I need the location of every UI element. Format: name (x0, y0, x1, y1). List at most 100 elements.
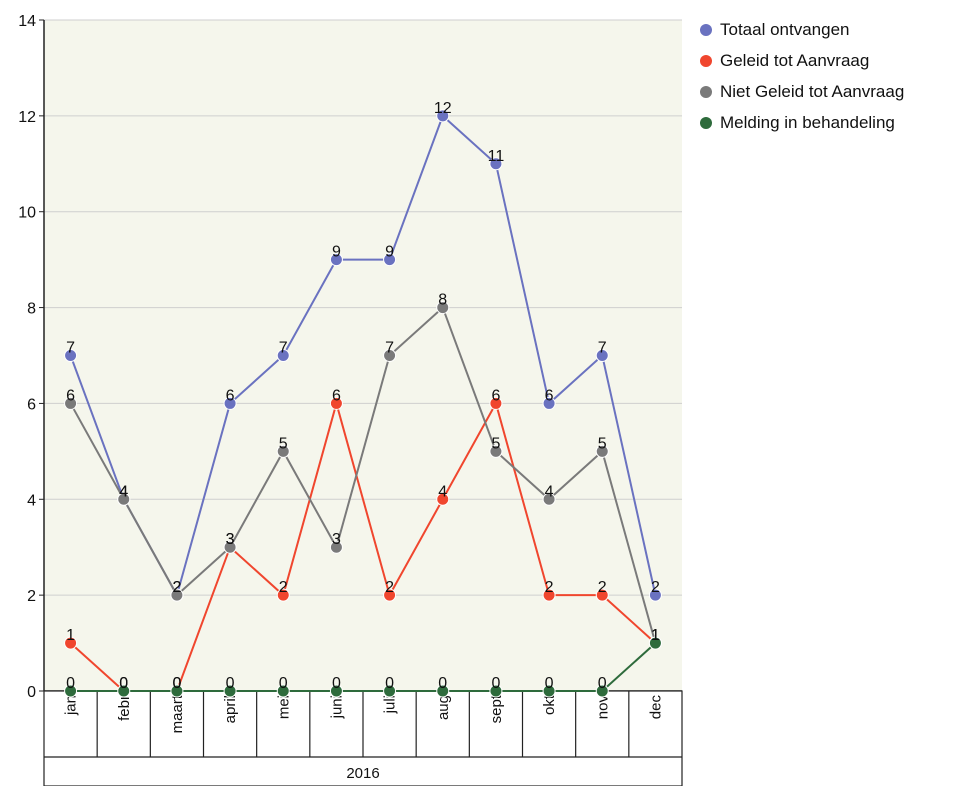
data-point (329, 684, 343, 698)
data-label: 4 (545, 483, 554, 500)
data-label: 2 (172, 579, 181, 596)
data-point (489, 444, 503, 458)
x-tick-label: nov (594, 695, 611, 720)
data-label: 0 (385, 675, 394, 692)
data-label: 7 (279, 340, 288, 357)
legend-item-niet-geleid[interactable]: Niet Geleid tot Aanvraag (700, 76, 904, 107)
data-point (648, 636, 662, 650)
plot-area (44, 20, 682, 691)
legend-marker-icon (700, 116, 712, 129)
x-group-label: 2016 (346, 765, 379, 782)
data-point (383, 253, 397, 267)
chart-legend: Totaal ontvangen Geleid tot Aanvraag Nie… (700, 14, 904, 138)
data-point (595, 444, 609, 458)
data-point (64, 684, 78, 698)
data-label: 7 (385, 340, 394, 357)
data-label: 4 (119, 483, 128, 500)
legend-item-melding[interactable]: Melding in behandeling (700, 107, 904, 138)
data-label: 0 (226, 675, 235, 692)
x-tick-label: okt (541, 694, 558, 715)
legend-item-geleid[interactable]: Geleid tot Aanvraag (700, 45, 904, 76)
data-point (542, 492, 556, 506)
data-label: 5 (491, 435, 500, 452)
data-point (64, 349, 78, 362)
y-tick-label: 6 (27, 396, 36, 413)
data-point (595, 588, 609, 602)
data-point (276, 588, 290, 602)
data-point (329, 396, 343, 410)
data-point (223, 540, 237, 554)
data-point (595, 684, 609, 698)
data-point (383, 588, 397, 602)
legend-label: Geleid tot Aanvraag (720, 50, 870, 70)
y-tick-label: 2 (27, 588, 36, 605)
data-label: 1 (651, 627, 660, 644)
data-point (117, 684, 131, 698)
data-label: 3 (332, 531, 341, 548)
y-tick-label: 0 (27, 684, 36, 701)
data-point (383, 684, 397, 698)
data-point (595, 349, 609, 362)
data-label: 1 (651, 627, 660, 644)
data-point (489, 684, 503, 698)
legend-label: Totaal ontvangen (720, 19, 850, 39)
legend-marker-icon (700, 23, 712, 36)
data-label: 6 (66, 387, 75, 404)
data-point (329, 253, 343, 267)
y-tick-label: 10 (18, 205, 36, 222)
data-label: 7 (66, 340, 75, 357)
data-label: 2 (651, 579, 660, 596)
y-tick-label: 14 (18, 13, 36, 30)
data-point (542, 684, 556, 698)
data-label: 2 (385, 579, 394, 596)
data-point (489, 157, 503, 171)
x-tick-label: maart (169, 694, 186, 733)
x-tick-label: sept (488, 694, 505, 723)
data-label: 0 (172, 675, 181, 692)
legend-marker-icon (700, 54, 712, 67)
data-label: 0 (332, 675, 341, 692)
legend-marker-icon (700, 85, 712, 98)
data-label: 0 (66, 675, 75, 692)
data-point (436, 109, 450, 123)
data-label: 1 (651, 627, 660, 644)
data-point (383, 349, 397, 362)
data-label: 0 (279, 675, 288, 692)
data-point (436, 492, 450, 506)
data-label: 11 (488, 148, 505, 165)
x-tick-label: aug (435, 695, 452, 720)
x-tick-label: april (222, 695, 239, 723)
data-label: 1 (66, 627, 75, 644)
data-label: 0 (438, 675, 447, 692)
data-label: 5 (279, 435, 288, 452)
series-line (69, 305, 657, 644)
data-label: 5 (598, 435, 607, 452)
data-point (223, 684, 237, 698)
data-point (542, 396, 556, 410)
data-label: 3 (226, 531, 235, 548)
y-tick-label: 12 (18, 109, 36, 126)
x-tick-label: mei (275, 695, 292, 719)
data-point (64, 396, 78, 410)
data-point (170, 684, 184, 698)
data-label: 6 (545, 387, 554, 404)
data-label: 9 (332, 244, 341, 261)
data-label: 2 (598, 579, 607, 596)
data-label: 3 (226, 531, 235, 548)
data-label: 4 (438, 483, 447, 500)
data-label: 0 (172, 675, 181, 692)
data-point (64, 636, 78, 650)
data-label: 2 (545, 579, 554, 596)
x-tick-label: dec (647, 695, 664, 720)
y-tick-label: 8 (27, 301, 36, 318)
data-point (276, 684, 290, 698)
data-point (436, 684, 450, 698)
legend-item-totaal[interactable]: Totaal ontvangen (700, 14, 904, 45)
x-tick-label: juni (328, 695, 345, 719)
data-label: 0 (119, 675, 128, 692)
x-tick-label: febr (116, 695, 133, 721)
legend-label: Melding in behandeling (720, 112, 895, 132)
data-point (329, 540, 343, 554)
